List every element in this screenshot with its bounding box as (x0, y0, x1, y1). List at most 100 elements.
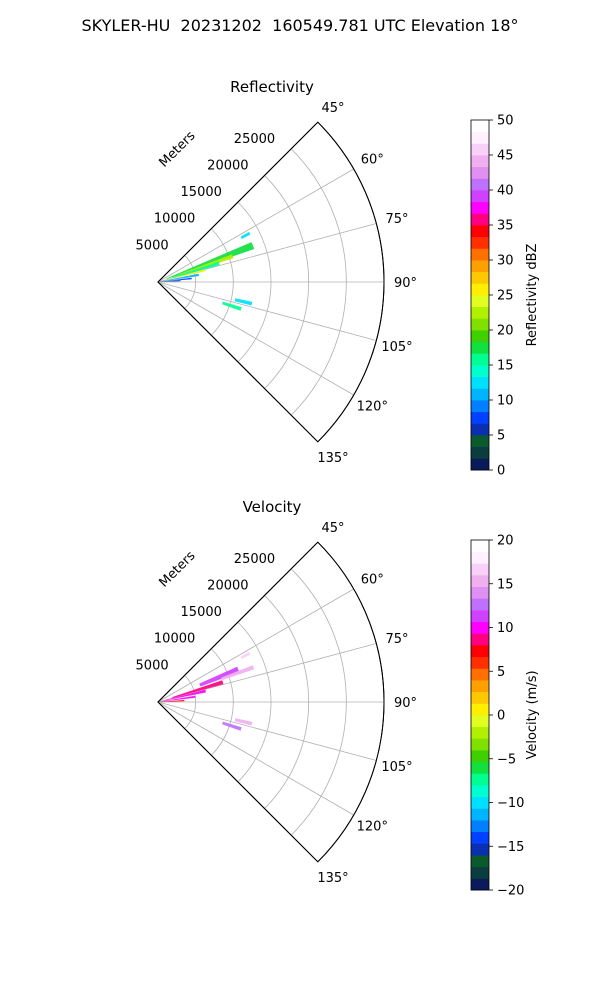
grid-ring (290, 568, 347, 836)
echo-cell (172, 261, 220, 278)
colorbar-bin (471, 423, 489, 436)
colorbar-tick-label: 15 (497, 577, 514, 592)
theta-tick-label: 60° (361, 152, 384, 167)
colorbar-bin (471, 446, 489, 459)
panel-velocity: Velocity 45° 60° 75° 90° 105° 120° 135° 5000 1000… (136, 498, 540, 899)
colorbar-bin (471, 761, 489, 774)
range-tick-label: 10000 (154, 212, 195, 227)
colorbar-bin (471, 178, 489, 191)
colorbar-bin (471, 831, 489, 844)
colorbar: −20 −15 −10 −5 0 5 10 15 20 Velocity (m/s) (470, 534, 540, 899)
colorbar-tick-label: −20 (497, 884, 524, 899)
theta-tick-label: 105° (381, 760, 412, 775)
panel-reflectivity: Reflectivity45°60°75°90°105°120°135°5000… (136, 78, 540, 479)
grid-ring (210, 648, 234, 756)
panel-title: Reflectivity (230, 78, 314, 96)
colorbar-tick-label: 30 (497, 254, 514, 269)
colorbar-bin (471, 201, 489, 214)
colorbar-bin (471, 295, 489, 308)
echo-cell (222, 301, 242, 311)
colorbar-label: Velocity (m/s) (525, 670, 540, 759)
colorbar-bin (471, 633, 489, 646)
colorbar-tick-label: 50 (497, 114, 514, 129)
colorbar: 0 5 10 15 20 25 30 35 40 45 50 Reflectivity dBZ (470, 114, 540, 479)
range-tick-label: 5000 (136, 238, 169, 253)
colorbar-bin (471, 575, 489, 588)
colorbar-bin (471, 248, 489, 261)
echo-cell (161, 273, 199, 282)
theta-tick-label: 135° (317, 871, 348, 886)
theta-tick-label: 120° (357, 820, 388, 835)
colorbar-bin (471, 225, 489, 238)
theta-tick-label: 105° (381, 340, 412, 355)
theta-tick-label: 90° (394, 276, 417, 291)
colorbar-bin (471, 213, 489, 226)
colorbar-tick-label: 15 (497, 359, 514, 374)
colorbar-bin (471, 411, 489, 424)
colorbar-tick-label: 40 (497, 184, 514, 199)
colorbar-bin (471, 668, 489, 681)
colorbar-bin (471, 330, 489, 343)
colorbar-bin (471, 271, 489, 284)
colorbar-bin (471, 155, 489, 168)
theta-tick-label: 135° (317, 451, 348, 466)
colorbar-bin (471, 621, 489, 634)
colorbar-bin (471, 435, 489, 448)
colorbar-bin (471, 586, 489, 599)
colorbar-bin (471, 306, 489, 319)
colorbar-bin (471, 400, 489, 413)
echo-cell (161, 695, 196, 702)
colorbar-bin (471, 680, 489, 693)
colorbar-bin (471, 260, 489, 273)
colorbar-tick-label: 10 (497, 394, 514, 409)
colorbar-bin (471, 353, 489, 366)
colorbar-bin (471, 796, 489, 809)
echo-cell (159, 700, 185, 702)
colorbar-bin (471, 598, 489, 611)
colorbar-tick-label: 5 (497, 429, 505, 444)
colorbar-tick-label: −5 (497, 752, 516, 767)
colorbar-bin (471, 715, 489, 728)
colorbar-bin (471, 726, 489, 739)
colorbar-bin (471, 551, 489, 564)
echo-cell (234, 298, 253, 306)
colorbar-bin (471, 878, 489, 891)
grid-ring (184, 255, 197, 309)
range-tick-label: 5000 (136, 658, 169, 673)
theta-tick-label: 75° (386, 212, 409, 227)
grid-ring (264, 595, 310, 809)
echo-cell (179, 254, 234, 276)
colorbar-bin (471, 236, 489, 249)
grid-ring (290, 148, 347, 416)
colorbar-bin (471, 131, 489, 144)
range-tick-label: 10000 (154, 632, 195, 647)
range-axis-label: Meters (157, 548, 199, 590)
colorbar-bin (471, 738, 489, 751)
echo-cell (199, 666, 240, 687)
colorbar-bin (471, 645, 489, 658)
colorbar-bin (471, 773, 489, 786)
colorbar-tick-label: 20 (497, 534, 514, 549)
colorbar-bin (471, 120, 489, 133)
colorbar-tick-label: 0 (497, 464, 505, 479)
colorbar-bin (471, 341, 489, 354)
colorbar-bin (471, 283, 489, 296)
theta-tick-label: 90° (394, 696, 417, 711)
echo-cell (163, 689, 207, 701)
colorbar-bin (471, 540, 489, 553)
colorbar-bin (471, 365, 489, 378)
colorbar-tick-label: −15 (497, 840, 524, 855)
colorbar-tick-label: 20 (497, 324, 514, 339)
colorbar-bin (471, 166, 489, 179)
range-tick-label: 25000 (234, 552, 275, 567)
range-tick-label: 20000 (207, 578, 248, 593)
colorbar-bin (471, 318, 489, 331)
echo-cell (234, 718, 253, 726)
colorbar-label: Reflectivity dBZ (525, 244, 540, 347)
theta-tick-label: 60° (361, 572, 384, 587)
colorbar-bin (471, 388, 489, 401)
colorbar-bin (471, 563, 489, 576)
echo-cell (160, 280, 181, 282)
colorbar-bin (471, 376, 489, 389)
